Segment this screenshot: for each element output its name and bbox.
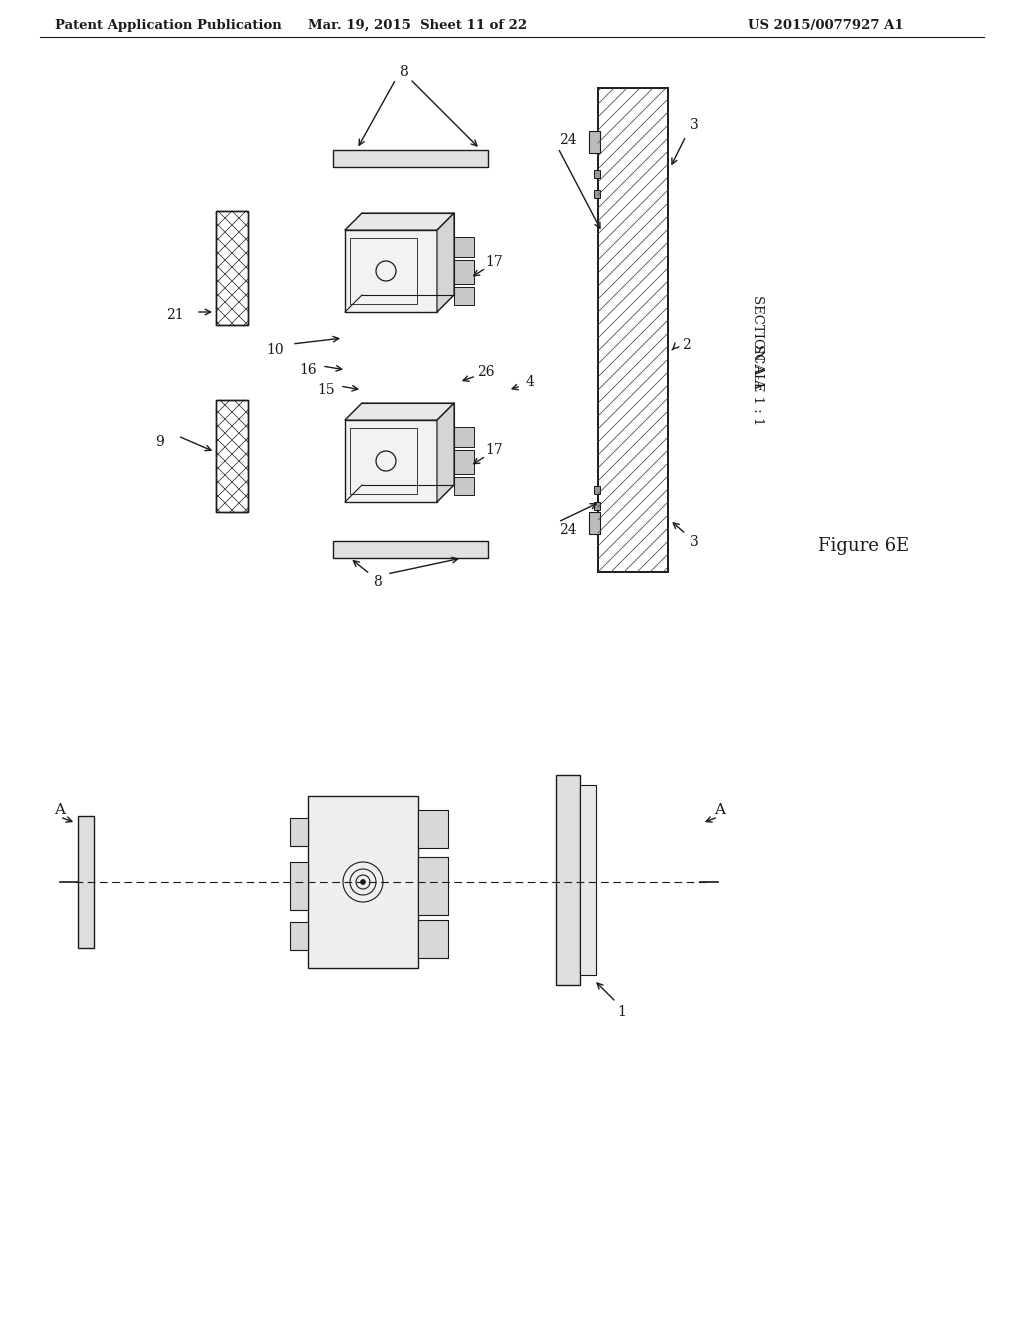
Bar xyxy=(216,400,248,512)
Bar xyxy=(345,420,437,502)
Text: Figure 6E: Figure 6E xyxy=(818,537,909,554)
Text: 8: 8 xyxy=(398,65,408,79)
Text: SECTION A-A: SECTION A-A xyxy=(752,296,765,389)
Bar xyxy=(454,238,474,257)
Bar xyxy=(290,862,308,909)
Text: 10: 10 xyxy=(266,343,284,356)
Text: 3: 3 xyxy=(689,117,698,132)
Bar xyxy=(598,88,668,572)
Bar xyxy=(454,477,474,495)
Bar xyxy=(333,150,488,168)
Text: 15: 15 xyxy=(317,383,335,397)
Text: 3: 3 xyxy=(689,535,698,549)
Text: 4: 4 xyxy=(525,375,535,389)
Bar xyxy=(418,857,449,915)
Text: 24: 24 xyxy=(559,523,577,537)
Bar xyxy=(594,486,600,494)
Polygon shape xyxy=(345,403,454,420)
Bar xyxy=(454,286,474,305)
Text: 17: 17 xyxy=(485,444,503,457)
Bar xyxy=(333,541,488,558)
Bar xyxy=(290,921,308,950)
Circle shape xyxy=(360,879,366,884)
Polygon shape xyxy=(345,213,454,230)
Text: 8: 8 xyxy=(374,576,382,589)
Text: 2: 2 xyxy=(682,338,690,352)
Bar xyxy=(78,816,94,948)
Bar xyxy=(589,512,600,535)
Bar xyxy=(594,502,600,510)
Text: 26: 26 xyxy=(477,366,495,379)
Bar xyxy=(454,260,474,284)
Bar xyxy=(345,230,437,312)
Polygon shape xyxy=(437,403,454,502)
Bar xyxy=(598,88,668,572)
Text: 1: 1 xyxy=(617,1005,627,1019)
Text: Patent Application Publication: Patent Application Publication xyxy=(55,18,282,32)
Bar xyxy=(216,211,248,325)
Bar xyxy=(594,190,600,198)
Text: 16: 16 xyxy=(299,363,316,378)
Bar xyxy=(308,796,418,968)
Bar xyxy=(216,211,248,325)
Bar xyxy=(580,785,596,975)
Bar xyxy=(454,426,474,447)
Bar xyxy=(418,810,449,847)
Bar xyxy=(350,428,417,494)
Text: US 2015/0077927 A1: US 2015/0077927 A1 xyxy=(748,18,903,32)
Text: A: A xyxy=(715,803,725,817)
Bar xyxy=(594,170,600,178)
Bar xyxy=(556,775,580,985)
Text: 21: 21 xyxy=(166,308,184,322)
Bar xyxy=(418,920,449,958)
Text: 17: 17 xyxy=(485,255,503,269)
Bar xyxy=(350,238,417,304)
Text: A: A xyxy=(54,803,66,817)
Polygon shape xyxy=(437,213,454,312)
Text: 24: 24 xyxy=(559,133,577,147)
Text: 9: 9 xyxy=(156,436,165,449)
Text: SCALE 1 : 1: SCALE 1 : 1 xyxy=(752,345,765,425)
Bar xyxy=(216,400,248,512)
Bar xyxy=(290,818,308,846)
Bar xyxy=(454,450,474,474)
Bar xyxy=(589,131,600,153)
Text: Mar. 19, 2015  Sheet 11 of 22: Mar. 19, 2015 Sheet 11 of 22 xyxy=(308,18,527,32)
